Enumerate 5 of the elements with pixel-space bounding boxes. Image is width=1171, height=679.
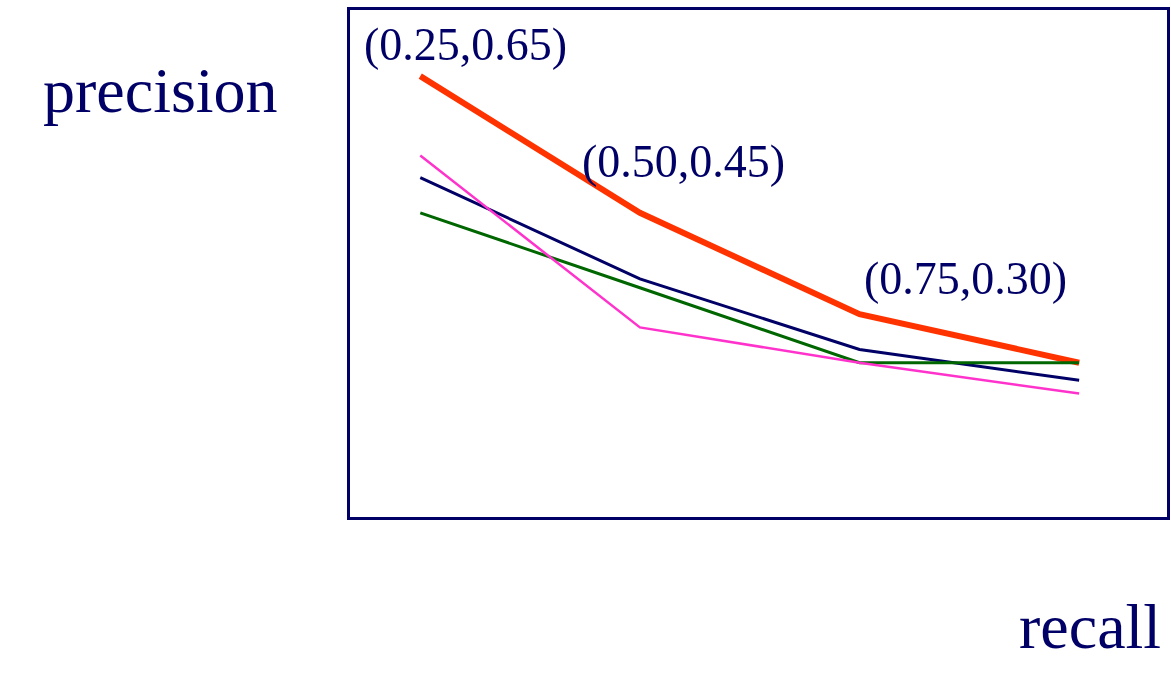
annotation: (0.50,0.45) [582, 136, 786, 187]
annotation: (0.75,0.30) [864, 253, 1068, 304]
x-axis-title: recall [1019, 591, 1162, 662]
text: (0.25,0.65) [364, 19, 568, 70]
y-axis-title: precision [43, 55, 278, 126]
